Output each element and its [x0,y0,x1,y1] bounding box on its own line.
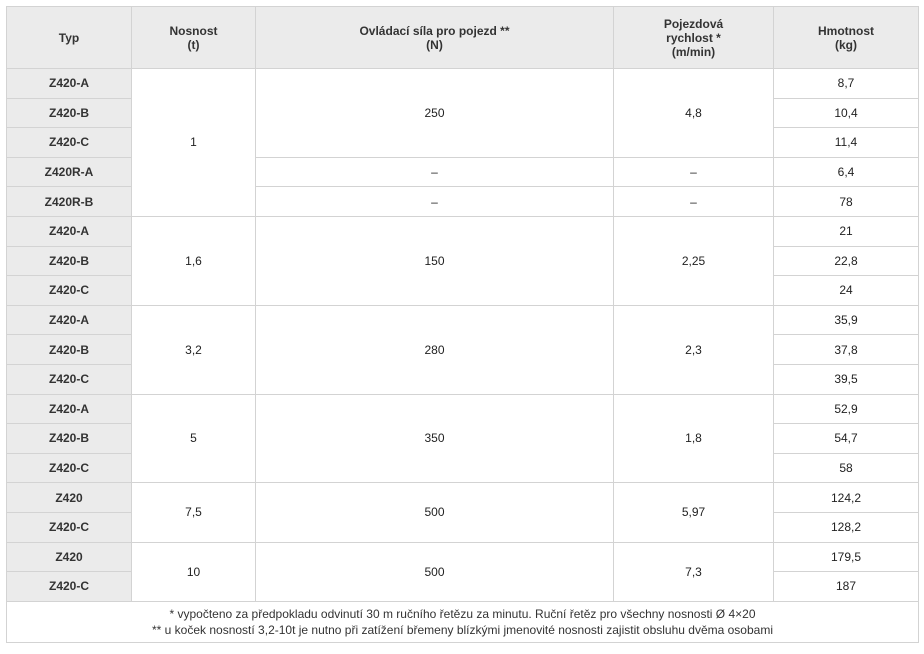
rychlost-cell: 4,8 [613,68,774,158]
hmotnost-cell: 58 [773,452,919,484]
typ-cell: Z420-B [6,423,132,454]
hmotnost-cell: 179,5 [773,541,919,573]
nosnost-cell: 3,2 [131,304,256,395]
specification-table: Typ Nosnost (t) Ovládací síla pro pojezd… [6,6,919,643]
sila-cell: 250 [255,68,614,158]
rychlost-cell: 5,97 [613,482,774,543]
table-row: Z420R-B – – 78 [6,186,919,217]
typ-cell: Z420-C [6,452,132,484]
table-row: Z420-B 37,8 [6,334,919,365]
hmotnost-cell: 24 [773,275,919,306]
hmotnost-cell: 52,9 [773,393,919,425]
nosnost-cell: 1 [131,68,256,217]
typ-cell: Z420-C [6,363,132,395]
sila-cell: – [255,156,614,188]
footnote-cell: * vypočteno za předpokladu odvinutí 30 m… [6,600,919,643]
hmotnost-cell: 54,7 [773,423,919,454]
typ-cell: Z420R-B [6,186,132,217]
typ-cell: Z420-A [6,215,132,247]
spec-table-container: Typ Nosnost (t) Ovládací síla pro pojezd… [6,6,919,643]
typ-cell: Z420-A [6,68,132,99]
table-row: Z420-B 10,4 [6,97,919,129]
hmotnost-cell: 187 [773,571,919,602]
typ-cell: Z420-B [6,334,132,365]
sila-cell: 280 [255,304,614,395]
table-row: Z420-C 58 [6,452,919,484]
rychlost-cell: – [613,156,774,188]
typ-cell: Z420 [6,541,132,573]
nosnost-cell: 1,6 [131,215,256,306]
table-row: Z420-A 3,2 280 2,3 35,9 [6,304,919,395]
table-row: Z420-C 24 [6,275,919,306]
rychlost-cell: 7,3 [613,541,774,602]
rychlost-cell: – [613,186,774,217]
hmotnost-cell: 78 [773,186,919,217]
hmotnost-cell: 6,4 [773,156,919,188]
table-row: Z420-A 1 250 4,8 8,7 [6,68,919,217]
typ-cell: Z420 [6,482,132,513]
typ-cell: Z420-A [6,393,132,425]
typ-cell: Z420-C [6,127,132,158]
table-row: Z420-C 128,2 [6,511,919,543]
typ-cell: Z420-C [6,571,132,602]
table-row: Z420-A 1,6 150 2,25 21 [6,215,919,306]
footnote-2: ** u koček nosností 3,2-10t je nutno při… [152,622,773,637]
table-row: Z420-C 39,5 [6,363,919,395]
nosnost-cell: 5 [131,393,256,484]
hmotnost-cell: 21 [773,215,919,247]
footnote-row: * vypočteno za předpokladu odvinutí 30 m… [6,600,919,643]
sila-cell: 150 [255,215,614,306]
sila-cell: 500 [255,541,614,602]
sila-cell: – [255,186,614,217]
table-row: Z420 7,5 500 5,97 124,2 [6,482,919,543]
table-row: Z420 10 500 7,3 179,5 [6,541,919,602]
typ-cell: Z420-B [6,97,132,129]
header-pojezdova-rychlost: Pojezdová rychlost * (m/min) [613,6,774,69]
header-row: Typ Nosnost (t) Ovládací síla pro pojezd… [6,6,919,69]
hmotnost-cell: 124,2 [773,482,919,513]
hmotnost-cell: 22,8 [773,245,919,277]
hmotnost-cell: 11,4 [773,127,919,158]
hmotnost-cell: 35,9 [773,304,919,336]
hmotnost-cell: 10,4 [773,97,919,129]
typ-cell: Z420R-A [6,156,132,188]
header-hmotnost: Hmotnost (kg) [773,6,919,69]
table-row: Z420R-A – – 6,4 [6,156,919,188]
table-row: Z420-A 5 350 1,8 52,9 [6,393,919,484]
hmotnost-cell: 128,2 [773,511,919,543]
typ-cell: Z420-C [6,275,132,306]
rychlost-cell: 1,8 [613,393,774,484]
typ-cell: Z420-A [6,304,132,336]
hmotnost-cell: 8,7 [773,68,919,99]
nosnost-cell: 10 [131,541,256,602]
table-row: Z420-B 22,8 [6,245,919,277]
hmotnost-cell: 39,5 [773,363,919,395]
sila-cell: 350 [255,393,614,484]
header-typ: Typ [6,6,132,69]
rychlost-cell: 2,3 [613,304,774,395]
nosnost-cell: 7,5 [131,482,256,543]
header-ovladaci-sila: Ovládací síla pro pojezd ** (N) [255,6,614,69]
hmotnost-cell: 37,8 [773,334,919,365]
sila-cell: 500 [255,482,614,543]
footnote-1: * vypočteno za předpokladu odvinutí 30 m… [169,606,756,621]
typ-cell: Z420-C [6,511,132,543]
typ-cell: Z420-B [6,245,132,277]
rychlost-cell: 2,25 [613,215,774,306]
header-nosnost: Nosnost (t) [131,6,256,69]
